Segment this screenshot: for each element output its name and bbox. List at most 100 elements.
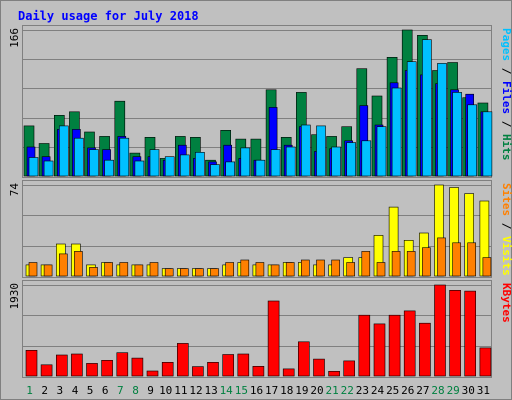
bar-pages-day-5 bbox=[89, 149, 99, 177]
x-tick-label-day-19: 19 bbox=[295, 384, 308, 397]
bar-kbytes-day-26 bbox=[403, 310, 416, 377]
bar-pages-day-25 bbox=[391, 87, 402, 177]
bar-kbytes-day-13 bbox=[207, 361, 219, 377]
bar-kbytes-day-30 bbox=[464, 290, 477, 377]
bar-pages-day-1 bbox=[28, 157, 39, 177]
x-tick-label-day-12: 12 bbox=[189, 384, 202, 397]
bar-kbytes-day-28 bbox=[434, 284, 446, 377]
bar-sites-day-27 bbox=[422, 247, 431, 277]
bar-sites-day-28 bbox=[437, 237, 446, 277]
bar-sites-day-13 bbox=[210, 268, 219, 277]
x-tick-label-day-30: 30 bbox=[462, 384, 475, 397]
bar-kbytes-day-18 bbox=[282, 368, 295, 377]
bar-pages-day-10 bbox=[164, 156, 175, 177]
bar-sites-day-21 bbox=[331, 259, 340, 277]
axis-legend-part: KBytes bbox=[500, 283, 512, 323]
bar-kbytes-day-11 bbox=[177, 343, 189, 377]
bar-sites-day-9 bbox=[149, 262, 159, 277]
bar-pages-day-29 bbox=[452, 92, 462, 177]
bar-kbytes-day-16 bbox=[252, 365, 265, 377]
x-tick-label-day-24: 24 bbox=[371, 384, 385, 397]
bar-kbytes-day-1 bbox=[25, 349, 38, 377]
x-tick-label-day-29: 29 bbox=[447, 384, 460, 397]
x-tick-label-day-5: 5 bbox=[87, 384, 94, 397]
x-tick-label-day-17: 17 bbox=[265, 384, 278, 397]
bar-sites-day-19 bbox=[300, 259, 310, 277]
bar-sites-day-22 bbox=[346, 262, 356, 277]
bar-sites-day-30 bbox=[467, 242, 477, 277]
axis-legend: Sites / Visits bbox=[500, 183, 512, 276]
x-tick-label-day-6: 6 bbox=[102, 384, 109, 397]
bar-sites-day-17 bbox=[270, 264, 280, 277]
bar-kbytes-day-9 bbox=[146, 370, 159, 377]
bar-kbytes-day-31 bbox=[479, 347, 492, 377]
x-tick-label-day-11: 11 bbox=[174, 384, 187, 397]
panel-kbytes: 1930 KBytes bbox=[8, 280, 512, 378]
bar-sites-day-18 bbox=[285, 262, 295, 277]
bar-pages-day-26 bbox=[406, 61, 417, 177]
bar-sites-day-5 bbox=[89, 267, 98, 277]
axis-legend-part: / bbox=[500, 61, 512, 81]
y-max-label: 74 bbox=[8, 183, 21, 197]
x-tick-label-day-22: 22 bbox=[341, 384, 354, 397]
chart-title: Daily usage for July 2018 bbox=[18, 9, 199, 23]
bar-sites-day-29 bbox=[452, 242, 461, 277]
bar-kbytes-day-10 bbox=[161, 361, 174, 377]
bar-kbytes-day-22 bbox=[343, 360, 356, 377]
axis-legend-part: Files bbox=[500, 81, 512, 114]
x-tick-label-day-27: 27 bbox=[416, 384, 429, 397]
y-max-label: 1930 bbox=[8, 283, 21, 310]
bar-kbytes-day-6 bbox=[101, 359, 113, 377]
x-tick-label-day-13: 13 bbox=[204, 384, 217, 397]
bar-pages-day-22 bbox=[346, 142, 357, 177]
x-tick-label-day-16: 16 bbox=[250, 384, 263, 397]
panel-hits-files-pages: 166 Pages / Files / Hits bbox=[8, 25, 512, 178]
bar-pages-day-15 bbox=[240, 147, 251, 177]
bar-sites-day-6 bbox=[104, 262, 113, 277]
bar-pages-day-6 bbox=[104, 159, 114, 177]
bar-pages-day-21 bbox=[331, 146, 341, 177]
bar-pages-day-24 bbox=[376, 126, 387, 177]
x-tick-label-day-3: 3 bbox=[56, 384, 63, 397]
bar-kbytes-day-21 bbox=[328, 370, 340, 377]
bar-sites-day-23 bbox=[361, 251, 371, 277]
y-max-label: 166 bbox=[8, 28, 21, 48]
bar-kbytes-day-23 bbox=[358, 314, 371, 377]
bar-pages-day-3 bbox=[58, 125, 69, 177]
bar-kbytes-day-12 bbox=[192, 366, 204, 377]
x-tick-label-day-28: 28 bbox=[431, 384, 444, 397]
x-tick-label-day-7: 7 bbox=[117, 384, 124, 397]
bar-pages-day-28 bbox=[437, 63, 447, 177]
axis-legend-part: Visits bbox=[500, 236, 512, 276]
bar-pages-day-11 bbox=[180, 154, 190, 177]
bar-pages-day-23 bbox=[361, 140, 372, 177]
bar-pages-day-16 bbox=[255, 159, 266, 177]
axis-legend-part: Sites bbox=[500, 183, 512, 216]
bar-kbytes-day-14 bbox=[222, 354, 234, 377]
bar-kbytes-day-17 bbox=[267, 300, 280, 377]
bar-sites-day-10 bbox=[164, 268, 174, 277]
axis-legend: KBytes bbox=[500, 283, 512, 323]
x-tick-label-day-2: 2 bbox=[41, 384, 48, 397]
bar-kbytes-day-27 bbox=[419, 322, 431, 377]
bar-pages-day-17 bbox=[270, 149, 281, 177]
day-labels-group: 1 2 3 4 5 6 7 8 9 10 11 12 13 14 15 16 17 18 19 20 21 22 23 24 2… bbox=[26, 384, 490, 397]
bar-sites-day-24 bbox=[376, 262, 386, 277]
bar-sites-day-4 bbox=[74, 251, 83, 277]
bar-kbytes-day-8 bbox=[131, 357, 144, 377]
bar-sites-day-2 bbox=[43, 264, 53, 277]
panels-group: 166 Pages / Files / Hits 74 Sites / Visits 1… bbox=[8, 25, 512, 378]
bar-kbytes-day-5 bbox=[86, 363, 98, 377]
bar-kbytes-day-2 bbox=[40, 364, 53, 377]
x-tick-label-day-20: 20 bbox=[310, 384, 323, 397]
bar-sites-day-8 bbox=[134, 264, 144, 277]
x-tick-label-day-15: 15 bbox=[235, 384, 248, 397]
x-tick-label-day-26: 26 bbox=[401, 384, 414, 397]
bar-pages-day-20 bbox=[316, 125, 326, 177]
bar-pages-day-9 bbox=[149, 149, 160, 177]
bar-sites-day-20 bbox=[316, 259, 325, 277]
bar-sites-day-15 bbox=[240, 259, 250, 277]
axis-legend-part: / bbox=[500, 216, 512, 236]
bar-sites-day-1 bbox=[28, 262, 38, 277]
